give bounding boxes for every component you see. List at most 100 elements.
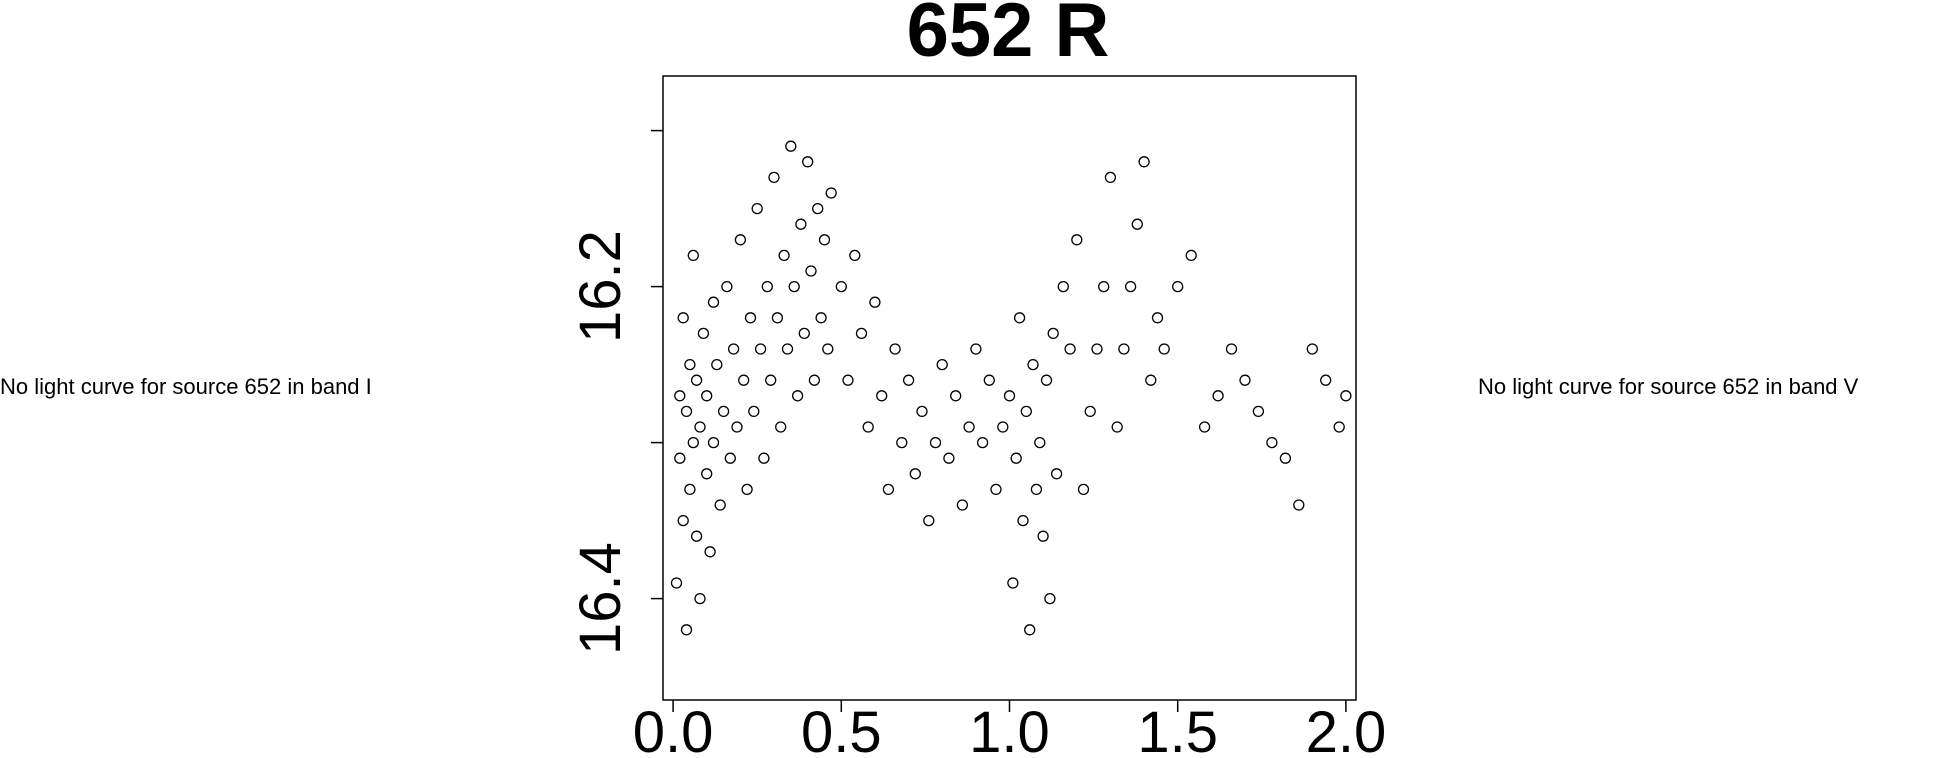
data-point [795, 218, 807, 230]
data-point [1034, 436, 1046, 449]
data-point [1333, 421, 1345, 433]
data-point [842, 374, 854, 386]
data-point [976, 436, 989, 449]
data-point [916, 405, 928, 418]
data-point [1138, 156, 1150, 168]
data-point [670, 577, 683, 589]
data-point [1077, 483, 1090, 496]
data-point [714, 499, 726, 511]
data-point [1071, 234, 1083, 246]
data-point [1131, 218, 1143, 230]
data-point [1037, 530, 1049, 542]
data-point [822, 343, 834, 355]
data-point [812, 202, 824, 215]
data-point [788, 280, 800, 293]
plot-frame [662, 75, 1357, 701]
x-tick-label: 1.5 [1137, 700, 1218, 758]
data-point [775, 421, 787, 433]
x-tick-label: 0.0 [633, 700, 714, 758]
x-tick-label: 2.0 [1306, 700, 1387, 758]
data-point [707, 436, 720, 449]
data-point [956, 499, 969, 511]
data-point [748, 405, 760, 418]
data-point [1198, 421, 1211, 433]
data-point [896, 436, 908, 449]
data-point [1047, 327, 1059, 340]
data-points [670, 140, 1352, 636]
data-point [1044, 592, 1056, 605]
data-point [721, 280, 733, 293]
data-point [674, 452, 686, 464]
data-point [1212, 390, 1224, 402]
no-light-curve-message-band-i: No light curve for source 652 in band I [0, 374, 372, 399]
data-point [1340, 390, 1352, 402]
data-point [1151, 312, 1164, 324]
data-point [694, 421, 706, 433]
data-point [923, 514, 935, 527]
data-point [1007, 577, 1019, 589]
data-point [697, 327, 710, 340]
data-point [1030, 483, 1043, 496]
data-point [835, 280, 847, 293]
data-point [778, 249, 790, 262]
data-point [963, 421, 975, 433]
data-point [687, 436, 699, 449]
data-point [1091, 343, 1103, 355]
data-point [1124, 280, 1137, 293]
data-point [724, 452, 736, 464]
data-point [684, 358, 696, 371]
data-point [1010, 452, 1022, 464]
data-point [741, 483, 753, 496]
data-point [744, 312, 757, 324]
data-point [1266, 436, 1278, 449]
data-point [791, 390, 804, 402]
data-point [1293, 499, 1305, 511]
data-point [943, 452, 955, 464]
data-point [731, 421, 743, 433]
data-point [983, 374, 995, 386]
data-point [1098, 280, 1110, 293]
data-point [889, 343, 901, 355]
data-point [876, 390, 888, 402]
data-point [765, 374, 777, 386]
data-point [802, 156, 814, 168]
data-point [849, 249, 861, 262]
data-point [687, 249, 699, 262]
data-point [855, 327, 868, 340]
data-point [862, 421, 874, 433]
data-point [707, 296, 720, 308]
data-point [1064, 343, 1076, 355]
data-point [1017, 514, 1029, 527]
no-light-curve-message-band-v: No light curve for source 652 in band V [1478, 374, 1859, 399]
data-point [1320, 374, 1332, 386]
data-point [936, 358, 948, 371]
data-point [727, 343, 740, 355]
data-point [1252, 405, 1265, 418]
data-point [701, 390, 713, 402]
data-point [1306, 343, 1318, 355]
chart-title: 652 R [907, 0, 1110, 73]
x-tick-label: 0.5 [801, 700, 882, 758]
data-point [882, 483, 895, 496]
data-point [690, 530, 703, 542]
data-point [1057, 280, 1069, 293]
data-point [929, 436, 942, 449]
data-point [1158, 343, 1170, 355]
data-point [758, 452, 770, 464]
data-point [815, 312, 827, 324]
y-tick-label: 16.2 [568, 230, 633, 343]
data-point [997, 421, 1009, 433]
data-point [674, 390, 686, 402]
data-point [717, 405, 730, 418]
data-point [781, 343, 794, 355]
data-point [711, 358, 723, 371]
data-point [1239, 374, 1251, 386]
data-point [704, 546, 716, 558]
data-point [738, 374, 750, 386]
data-point [1145, 374, 1157, 386]
data-point [798, 327, 810, 340]
data-point [677, 514, 689, 527]
data-point [1104, 171, 1117, 184]
y-axis: 16.2 16.4 [568, 129, 663, 655]
x-axis: 0.0 0.5 1.0 1.5 2.0 [633, 700, 1386, 758]
